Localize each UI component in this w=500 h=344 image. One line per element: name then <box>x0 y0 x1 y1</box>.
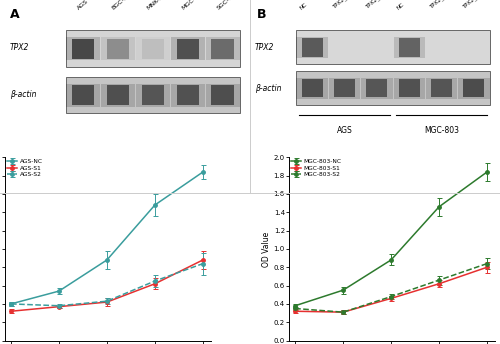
Text: AGS: AGS <box>76 0 89 10</box>
Bar <box>66 77 240 114</box>
Bar <box>66 30 240 67</box>
Legend: MGC-803-NC, MGC-803-S1, MGC-803-S2: MGC-803-NC, MGC-803-S1, MGC-803-S2 <box>290 159 343 178</box>
Bar <box>142 39 165 59</box>
Text: TPX2: TPX2 <box>10 43 29 52</box>
Text: TPX2_s2: TPX2_s2 <box>364 0 385 10</box>
Bar <box>394 77 425 99</box>
Bar <box>399 79 420 97</box>
Bar <box>176 39 200 59</box>
Text: MGC-803: MGC-803 <box>181 0 206 10</box>
Text: NC: NC <box>396 2 406 10</box>
Bar <box>296 77 328 99</box>
Bar <box>458 77 490 99</box>
Bar <box>171 37 205 60</box>
Text: TPX2: TPX2 <box>255 43 274 52</box>
Bar <box>464 79 484 97</box>
Bar <box>136 84 170 107</box>
Bar <box>399 38 420 57</box>
Text: SGC-7901: SGC-7901 <box>216 0 243 10</box>
Text: β-actin: β-actin <box>10 90 36 99</box>
Bar <box>302 79 323 97</box>
Bar <box>101 84 135 107</box>
Bar <box>212 39 234 59</box>
Bar <box>66 84 100 107</box>
Text: B: B <box>258 8 267 21</box>
Text: MGC-803: MGC-803 <box>424 126 459 135</box>
Text: NC: NC <box>300 2 308 10</box>
Y-axis label: OD Value: OD Value <box>262 231 271 267</box>
Bar <box>361 77 392 99</box>
Bar <box>142 85 165 105</box>
Bar <box>212 85 234 105</box>
Legend: AGS-NC, AGS-S1, AGS-S2: AGS-NC, AGS-S1, AGS-S2 <box>6 159 43 178</box>
Bar <box>101 37 135 60</box>
Bar <box>296 71 490 105</box>
Bar <box>329 77 360 99</box>
Bar <box>106 85 130 105</box>
Text: BGC-823: BGC-823 <box>111 0 136 10</box>
Bar <box>136 37 170 60</box>
Text: β-actin: β-actin <box>255 84 281 93</box>
Bar <box>296 30 490 64</box>
Bar <box>72 39 94 59</box>
Bar <box>302 38 323 57</box>
Bar <box>176 85 200 105</box>
Bar <box>296 37 328 58</box>
Bar <box>206 84 240 107</box>
Text: AGS: AGS <box>336 126 352 135</box>
Bar <box>426 77 458 99</box>
Bar <box>334 79 355 97</box>
Text: MNK-28: MNK-28 <box>146 0 168 10</box>
Bar <box>366 79 388 97</box>
Bar <box>72 85 94 105</box>
Bar <box>66 37 100 60</box>
Bar <box>171 84 205 107</box>
Text: TPX2_s1: TPX2_s1 <box>332 0 353 10</box>
Text: TPX2_s2: TPX2_s2 <box>461 0 482 10</box>
Bar <box>431 79 452 97</box>
Bar <box>206 37 240 60</box>
Bar <box>106 39 130 59</box>
Text: TPX2_s1: TPX2_s1 <box>428 0 450 10</box>
Text: A: A <box>10 8 20 21</box>
Bar <box>394 37 425 58</box>
